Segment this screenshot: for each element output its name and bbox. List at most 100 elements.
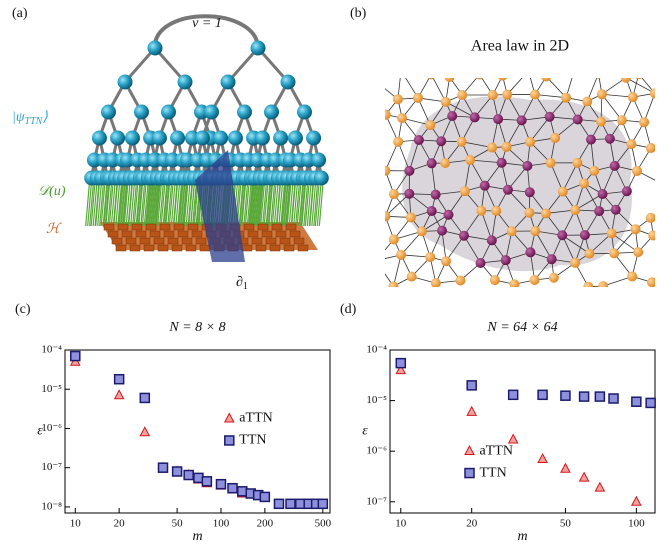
x-tick-label: 50 — [172, 518, 184, 530]
site — [460, 186, 470, 196]
site — [524, 208, 534, 218]
site-block — [258, 224, 268, 230]
site — [457, 90, 467, 100]
site — [443, 210, 453, 220]
site — [621, 73, 631, 83]
site — [431, 278, 441, 288]
y-tick-label: 10⁻⁶ — [366, 445, 387, 457]
marker-triangle — [632, 497, 641, 506]
site — [580, 230, 590, 240]
site — [497, 158, 507, 168]
edge — [450, 75, 480, 78]
site — [617, 115, 627, 125]
site-block — [188, 224, 198, 230]
site — [501, 255, 511, 265]
site — [404, 189, 414, 199]
site — [425, 252, 435, 262]
tensor-node — [306, 131, 321, 146]
y-tick-label: 10⁻⁴ — [366, 344, 387, 356]
site-block — [294, 238, 304, 244]
site — [436, 136, 446, 146]
marker-square — [286, 499, 295, 508]
marker-square — [467, 381, 476, 390]
site — [611, 205, 621, 215]
marker-square — [595, 392, 604, 401]
site — [646, 213, 656, 223]
site — [525, 247, 535, 257]
tensor-node — [311, 153, 326, 168]
tensor-node — [314, 171, 329, 186]
panel-a: (a) ν = 1 |ψTTN⟩ 𝒟(u) ℋ ∂1 — [12, 6, 329, 292]
marker-square — [228, 484, 237, 493]
site-block — [146, 224, 156, 230]
site-block — [160, 224, 170, 230]
x-tick-label: 20 — [466, 518, 478, 530]
x-tick-label: 50 — [560, 518, 572, 530]
site-block — [172, 245, 182, 251]
site — [570, 64, 580, 74]
site — [639, 117, 649, 127]
site — [455, 275, 465, 285]
site — [610, 161, 620, 171]
site — [502, 142, 512, 152]
site — [631, 224, 641, 234]
site — [650, 88, 660, 98]
site — [465, 155, 475, 165]
y-tick-label: 10⁻⁷ — [366, 495, 387, 507]
legend-label: TTN — [239, 433, 266, 448]
site — [414, 135, 424, 145]
site — [487, 235, 497, 245]
legend-label: aTTN — [239, 411, 272, 426]
site-block — [242, 245, 252, 251]
tensor-node — [125, 131, 140, 146]
site — [445, 72, 455, 82]
tensor-node — [118, 75, 133, 90]
site-block — [290, 231, 300, 237]
site — [381, 110, 391, 120]
site-block — [262, 231, 272, 237]
marker-triangle — [595, 483, 604, 492]
site — [406, 212, 416, 222]
site — [441, 97, 451, 107]
site — [530, 275, 540, 285]
site-block — [248, 231, 258, 237]
marker-square — [159, 463, 168, 472]
y-tick-label: 10⁻⁵ — [41, 383, 62, 395]
site-block — [186, 245, 196, 251]
site — [368, 74, 378, 84]
tensor-node — [237, 105, 252, 120]
site-block — [280, 238, 290, 244]
x-tick-label: 10 — [395, 518, 407, 530]
site — [493, 114, 503, 124]
site — [541, 71, 551, 81]
site-block — [286, 224, 296, 230]
site — [594, 206, 604, 216]
tensor-node — [255, 131, 270, 146]
marker-square — [274, 499, 283, 508]
edge — [480, 75, 503, 76]
site — [547, 254, 557, 264]
site — [557, 230, 567, 240]
site-block — [256, 245, 266, 251]
site — [530, 226, 540, 236]
marker-square — [609, 394, 618, 403]
legend-label: aTTN — [480, 443, 513, 458]
tensor-node — [152, 131, 167, 146]
marker-triangle — [115, 390, 124, 399]
chart: (d)N = 64 × 64mε10205010010⁻⁴10⁻⁵10⁻⁶10⁻… — [340, 302, 655, 544]
plot-frame — [390, 350, 655, 513]
site-block — [140, 238, 150, 244]
marker-triangle — [580, 473, 589, 482]
plot-frame — [65, 350, 330, 513]
legend-marker — [465, 469, 474, 478]
panel-label: (c) — [15, 302, 31, 317]
site-block — [158, 245, 168, 251]
site-block — [270, 245, 280, 251]
site-block — [132, 224, 142, 230]
site-block — [276, 231, 286, 237]
site-block — [266, 238, 276, 244]
site — [470, 112, 480, 122]
site — [598, 189, 608, 199]
marker-triangle — [467, 407, 476, 416]
x-tick-label: 200 — [257, 518, 274, 530]
